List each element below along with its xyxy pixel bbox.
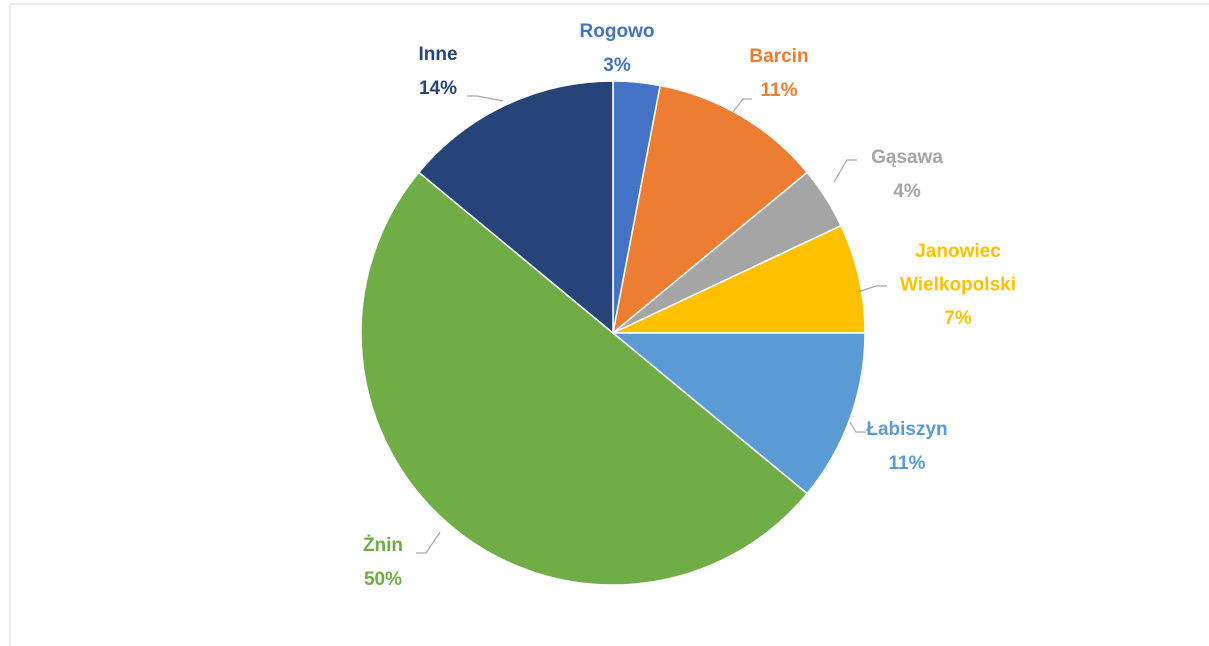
leader-line — [467, 95, 504, 102]
leader-line — [416, 531, 441, 554]
pie-slice — [610, 332, 866, 495]
pie-slice — [417, 80, 614, 335]
slice-value: 3% — [603, 55, 631, 76]
pie-slice — [360, 171, 809, 586]
slice-label: Żnin — [363, 535, 403, 556]
slice-value: 7% — [944, 308, 972, 329]
leader-line — [857, 285, 887, 293]
leader-line — [849, 421, 866, 433]
pie-slice — [612, 224, 866, 334]
slice-value: 4% — [893, 181, 921, 202]
pie-slice — [611, 84, 809, 335]
slice-value: 14% — [419, 78, 457, 99]
leader-line — [833, 159, 857, 183]
slice-label: Gąsawa — [871, 147, 943, 168]
slice-value: 11% — [761, 80, 798, 101]
slice-label: Łabiszyn — [866, 419, 947, 440]
slice-label: Inne — [418, 44, 457, 65]
slice-value: 50% — [364, 569, 402, 590]
slice-label: Janowiec Wielkopolski — [900, 241, 1016, 296]
slice-label: Rogowo — [580, 21, 655, 42]
chart-frame — [9, 3, 1209, 646]
slice-label: Barcin — [749, 46, 808, 67]
leader-line — [732, 98, 752, 113]
slice-value: 11% — [889, 453, 926, 474]
